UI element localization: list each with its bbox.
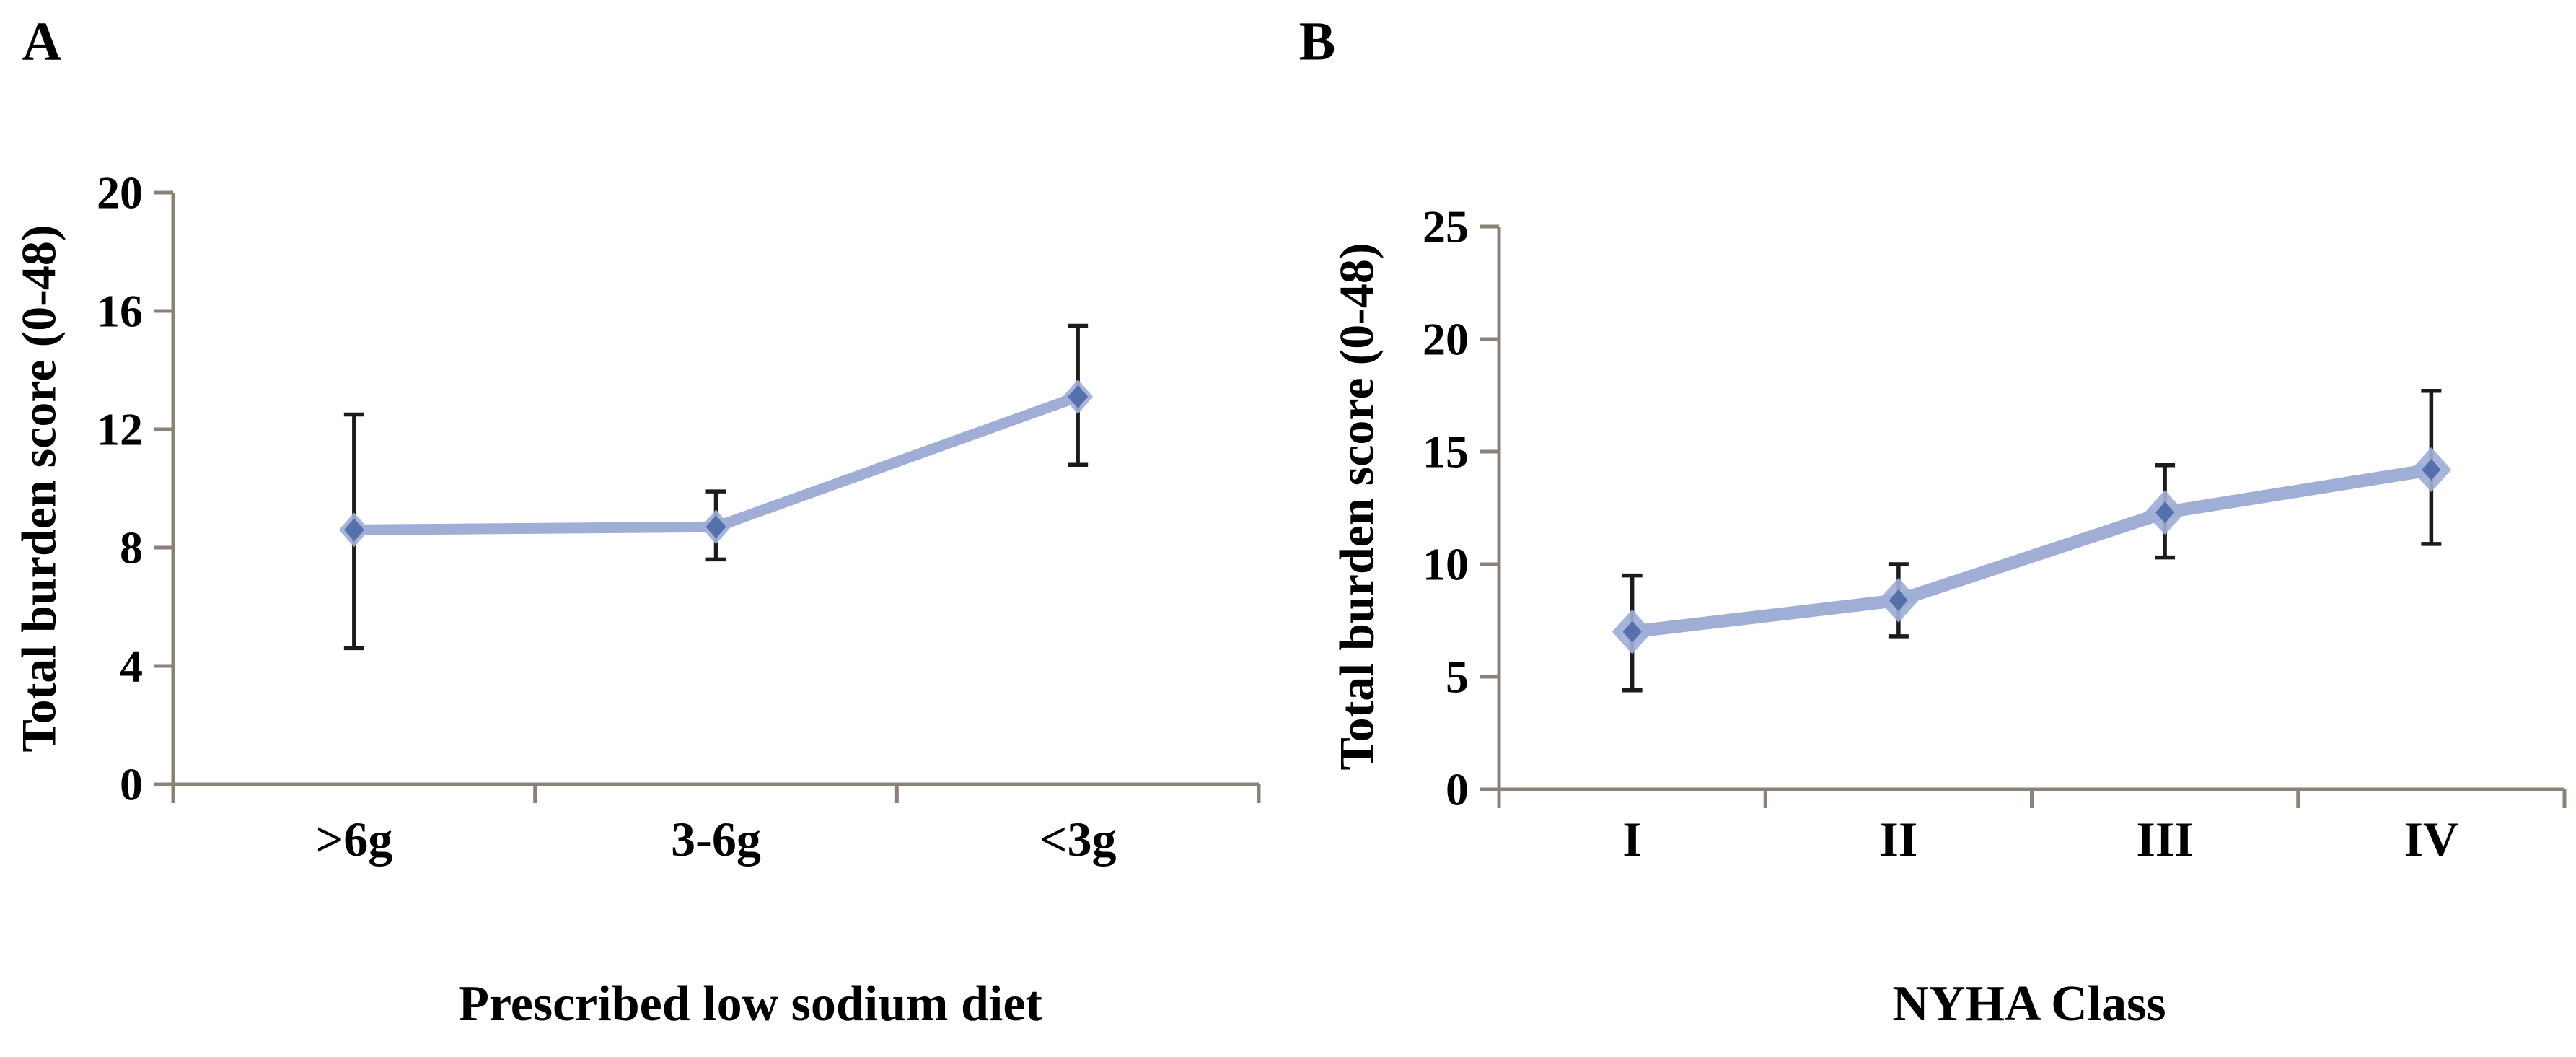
a-y-tick-label: 4 [120,641,143,692]
panel-b-letter: B [1298,11,1336,72]
a-y-tick-label: 8 [120,522,143,574]
b-y-tick-label: 10 [1423,539,1469,590]
b-y-tick-label: 25 [1423,201,1469,253]
a-x-category-label: >6g [315,812,392,867]
a-x-category-label: 3-6g [671,812,761,867]
a-marker-core-diamond [1068,385,1089,408]
b-x-category-label: I [1622,812,1641,867]
a-y-tick-label: 0 [120,759,143,810]
b-y-tick-label: 0 [1446,764,1469,815]
b-marker-core-diamond [1622,620,1642,643]
b-x-category-label: II [1879,812,1917,867]
a-marker-core-diamond [705,515,726,539]
b-marker-core-diamond [1889,589,1908,611]
b-x-category-label: IV [2404,812,2459,867]
b-y-tick-label: 20 [1423,314,1469,365]
a-y-tick-label: 12 [97,404,143,455]
b-series-line [1625,462,2438,639]
b-marker-core-diamond [2155,501,2175,524]
a-y-tick-label: 20 [97,167,143,219]
b-y-tick-label: 5 [1446,652,1469,703]
a-y-tick-label: 16 [97,286,143,337]
b-y-tick-label: 15 [1423,426,1469,478]
a-x-category-label: <3g [1039,812,1117,867]
panel-b-x-axis-title: NYHA Class [1892,976,2166,1032]
panel-a-letter: A [22,11,62,72]
panel-a-x-axis-title: Prescribed low sodium diet [458,976,1042,1032]
a-marker-core-diamond [343,518,364,542]
b-marker-core-diamond [2422,458,2441,481]
b-x-category-label: III [2136,812,2193,867]
